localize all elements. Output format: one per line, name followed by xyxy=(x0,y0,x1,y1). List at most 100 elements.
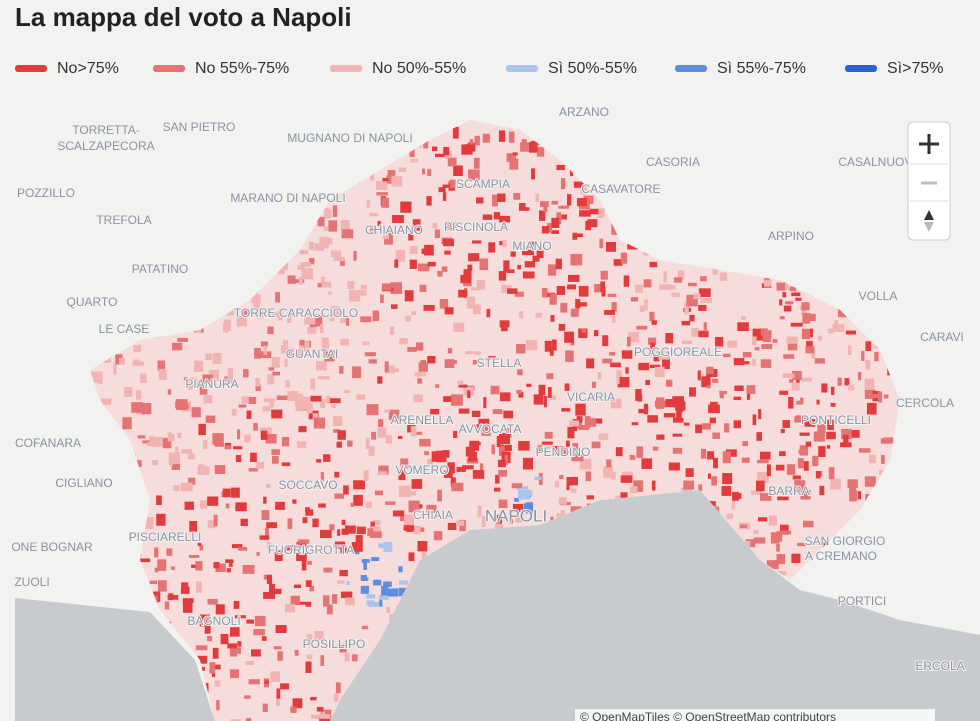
vote-area xyxy=(399,580,408,585)
vote-area xyxy=(214,465,226,474)
vote-area xyxy=(752,328,764,341)
vote-area xyxy=(844,378,850,386)
vote-area xyxy=(615,447,623,457)
vote-area xyxy=(340,220,350,230)
vote-area xyxy=(445,360,457,365)
vote-area xyxy=(804,418,816,427)
vote-area xyxy=(538,384,546,395)
vote-area xyxy=(237,429,241,440)
vote-area xyxy=(319,324,324,334)
vote-area xyxy=(866,402,877,415)
vote-area xyxy=(299,276,303,286)
sea xyxy=(15,598,215,721)
vote-area xyxy=(281,436,290,447)
vote-area xyxy=(567,426,575,439)
vote-area xyxy=(277,651,283,661)
vote-area xyxy=(419,284,427,293)
sea xyxy=(330,490,980,721)
vote-area xyxy=(779,299,783,306)
vote-area xyxy=(371,431,377,440)
vote-area xyxy=(604,309,615,315)
vote-area xyxy=(149,580,158,584)
vote-area xyxy=(167,594,179,600)
vote-area xyxy=(637,394,643,402)
vote-area xyxy=(519,207,530,211)
vote-area xyxy=(318,503,326,508)
vote-area xyxy=(266,522,277,529)
vote-area xyxy=(806,341,813,348)
place-label: QUARTO xyxy=(67,295,118,309)
vote-area xyxy=(369,213,379,217)
vote-area xyxy=(625,367,629,374)
vote-area xyxy=(686,294,698,307)
vote-area xyxy=(598,433,609,440)
vote-area xyxy=(256,461,265,469)
vote-area xyxy=(332,594,338,604)
vote-area xyxy=(580,185,587,195)
vote-area xyxy=(346,581,350,586)
vote-area xyxy=(323,567,333,573)
vote-area xyxy=(815,471,821,479)
vote-area xyxy=(809,328,814,338)
vote-area xyxy=(261,510,270,520)
vote-area xyxy=(821,383,828,393)
vote-area xyxy=(405,315,411,322)
vote-area xyxy=(498,469,508,477)
vote-area xyxy=(245,661,254,666)
vote-area xyxy=(472,470,485,479)
vote-area xyxy=(274,550,282,562)
vote-area xyxy=(278,266,285,275)
vote-area xyxy=(790,322,803,327)
vote-area xyxy=(276,395,288,400)
vote-area xyxy=(847,479,858,488)
vote-area xyxy=(366,600,375,606)
vote-area xyxy=(209,370,219,381)
vote-area xyxy=(673,277,683,283)
vote-area xyxy=(273,646,282,650)
vote-area xyxy=(479,463,484,472)
vote-area xyxy=(437,489,442,502)
vote-area xyxy=(756,432,763,441)
vote-area xyxy=(323,226,329,231)
vote-area xyxy=(411,311,416,315)
vote-area xyxy=(543,203,548,213)
vote-area xyxy=(597,371,602,380)
vote-area xyxy=(551,445,564,455)
vote-area xyxy=(826,445,831,449)
vote-area xyxy=(365,501,372,508)
compass[interactable] xyxy=(924,210,934,220)
vote-area xyxy=(541,441,553,445)
vote-area xyxy=(526,339,538,351)
vote-area xyxy=(172,342,183,351)
vote-area xyxy=(724,423,730,433)
vote-area xyxy=(200,500,208,509)
vote-area xyxy=(371,557,380,562)
vote-area xyxy=(447,462,455,474)
vote-area xyxy=(251,649,261,657)
vote-area xyxy=(570,341,575,346)
place-label: AVVOCATA xyxy=(459,422,522,436)
vote-area xyxy=(329,314,335,322)
vote-area xyxy=(610,362,621,368)
vote-area xyxy=(572,442,579,454)
vote-area xyxy=(195,561,203,571)
vote-area xyxy=(703,322,707,331)
vote-area xyxy=(737,322,749,332)
vote-area xyxy=(415,342,424,351)
vote-area xyxy=(757,472,769,484)
vote-area xyxy=(505,428,512,438)
title: La mappa del voto a Napoli xyxy=(15,2,352,32)
compass[interactable] xyxy=(924,222,934,232)
vote-area xyxy=(556,513,566,519)
legend-label: No>75% xyxy=(57,60,119,77)
vote-area xyxy=(351,542,363,552)
vote-area xyxy=(883,394,889,399)
vote-area xyxy=(292,499,297,504)
vote-area xyxy=(314,630,324,641)
vote-area xyxy=(363,559,367,570)
vote-area xyxy=(305,509,314,516)
vote-area xyxy=(263,345,267,355)
vote-area xyxy=(547,264,557,276)
vote-area xyxy=(337,529,341,536)
vote-area xyxy=(417,263,430,272)
